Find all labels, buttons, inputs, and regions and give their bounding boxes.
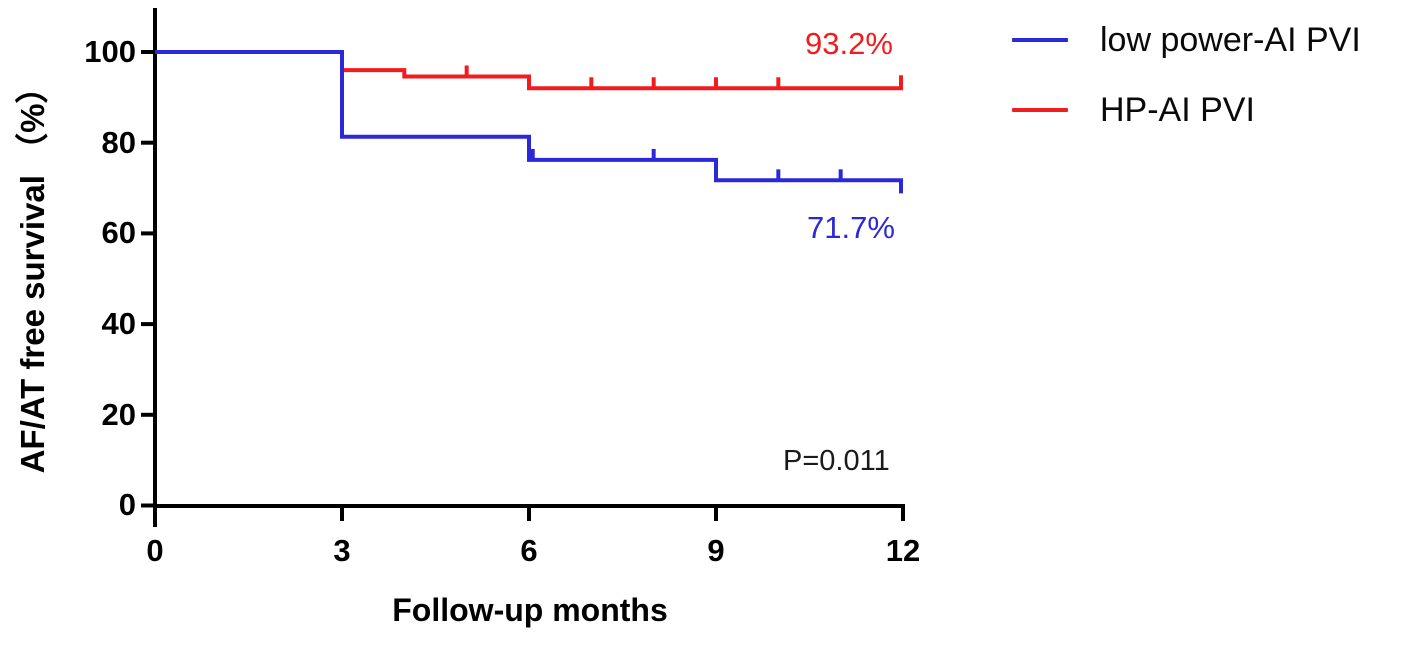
x-tick-label-3: 3 [333, 533, 351, 568]
legend-swatch-red-line [1012, 108, 1068, 112]
annotation-red-final-percent: 93.2% [805, 26, 893, 61]
legend-item-low-power: low power-AI PVI [1012, 18, 1361, 62]
y-tick-label-100: 100 [84, 34, 136, 69]
legend: low power-AI PVI HP-AI PVI [1012, 18, 1361, 158]
annotation-p-value: P=0.011 [783, 445, 890, 477]
legend-label: low power-AI PVI [1100, 20, 1361, 59]
survival-curve-hp-ai-pvi [155, 50, 903, 91]
legend-label: HP-AI PVI [1100, 90, 1255, 129]
y-tick-label-40: 40 [101, 306, 136, 341]
x-tick-label-0: 0 [146, 533, 164, 568]
y-tick-label-0: 0 [118, 487, 136, 522]
x-tick-label-6: 6 [520, 533, 538, 568]
y-tick-label-80: 80 [101, 125, 136, 160]
x-tick-label-9: 9 [707, 533, 725, 568]
y-axis-title: AF/AT free survival （%） [14, 70, 51, 474]
annotation-blue-final-percent: 71.7% [807, 210, 895, 245]
x-tick-label-12: 12 [885, 533, 921, 568]
survival-curve-low-power-ai-pvi [155, 50, 903, 183]
x-axis-title: Follow-up months [392, 592, 668, 628]
legend-swatch-blue-line [1012, 38, 1068, 42]
legend-item-hp-ai: HP-AI PVI [1012, 88, 1361, 132]
y-tick-label-20: 20 [101, 397, 136, 432]
y-tick-label-60: 60 [101, 215, 136, 250]
